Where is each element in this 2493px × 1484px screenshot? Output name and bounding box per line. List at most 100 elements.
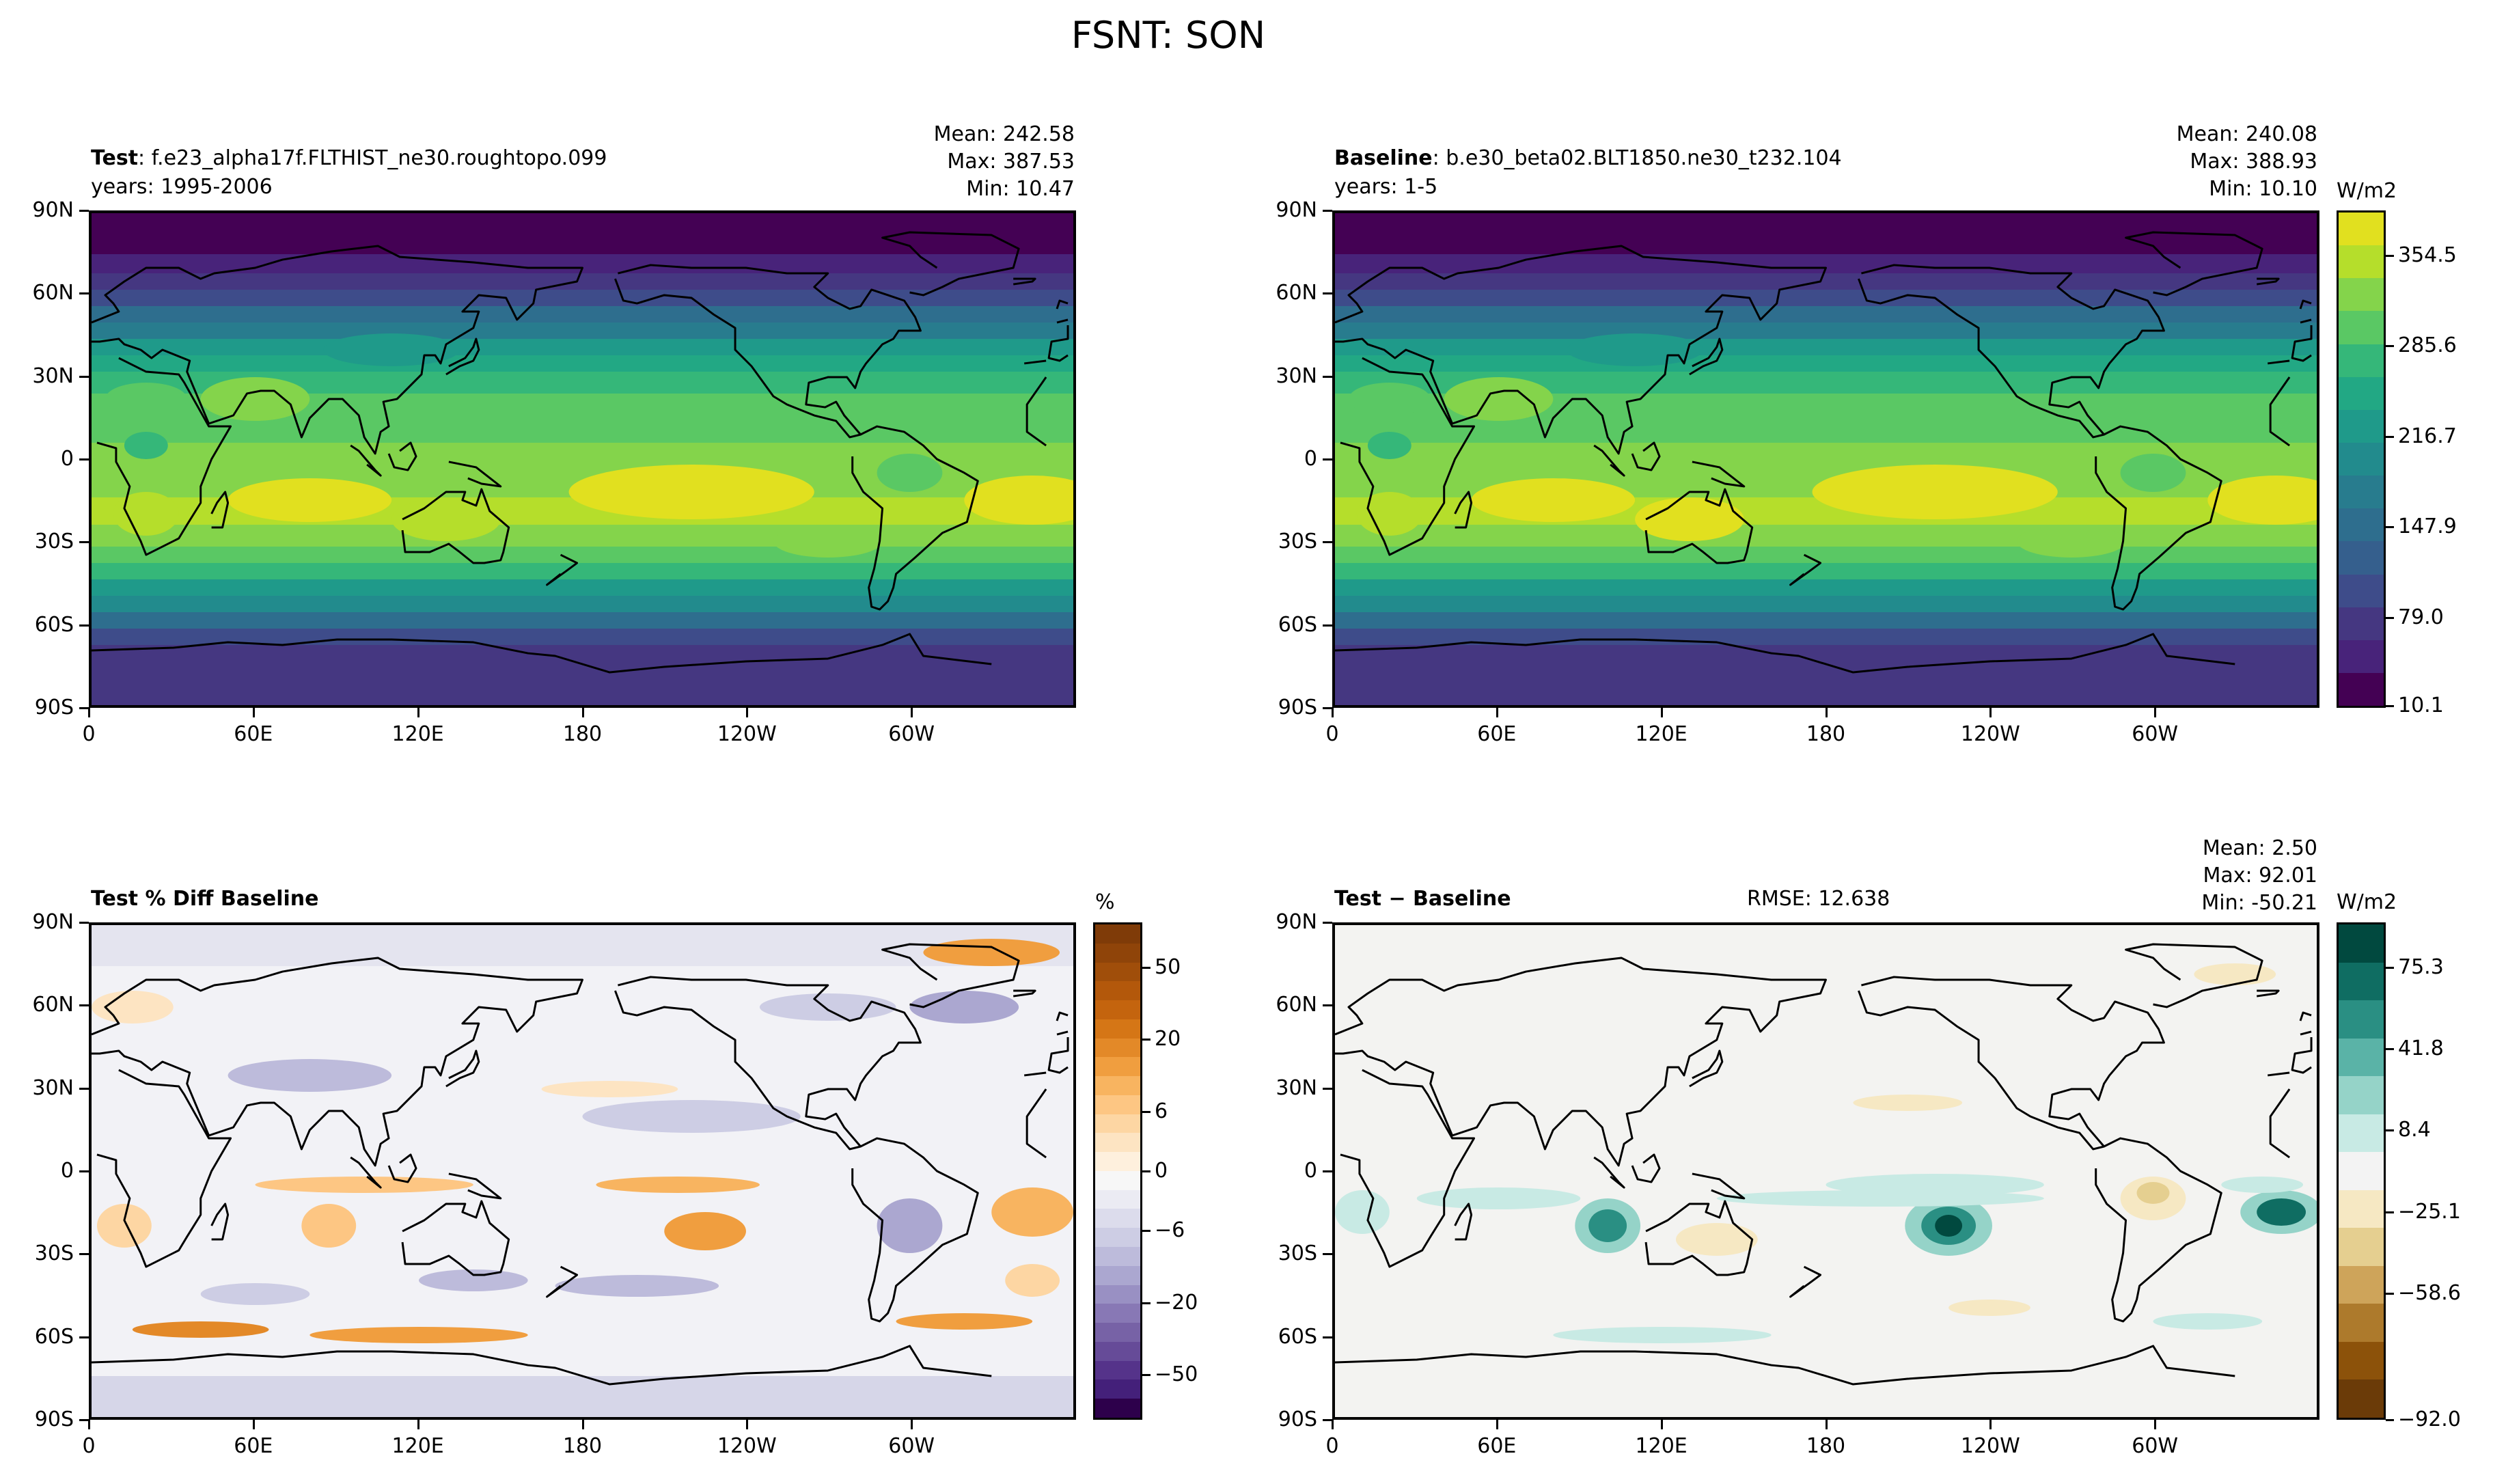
negative-diff-region xyxy=(582,1100,801,1133)
desert-region xyxy=(200,377,310,421)
coastline xyxy=(2291,325,2313,362)
lon-tick-mark xyxy=(252,1420,255,1429)
pct-colorbar-band xyxy=(1095,1038,1140,1058)
coastline xyxy=(1013,277,1036,286)
bright-cloudfree-region xyxy=(1471,478,1636,522)
flux-band xyxy=(92,273,1073,290)
baseline-map xyxy=(1332,210,2319,708)
flux-band xyxy=(1335,290,2317,306)
cloudy-region xyxy=(1567,333,1703,366)
coastline xyxy=(2125,231,2263,297)
bright-cloudfree-region xyxy=(1356,492,1422,536)
diff-colorbar-band xyxy=(2339,1265,2384,1304)
pctdiff-title-bold: Test % Diff Baseline xyxy=(91,887,319,911)
diff-colorbar-tick-mark xyxy=(2386,966,2394,969)
lon-tick-mark xyxy=(88,1420,90,1429)
lon-tick-label: 60W xyxy=(888,1434,935,1458)
lat-tick-mark xyxy=(1323,1004,1332,1007)
bright-cloudfree-region xyxy=(228,478,392,522)
test-map xyxy=(89,210,1076,708)
diff-colorbar-tick-mark xyxy=(2386,1047,2394,1050)
coastline xyxy=(881,943,1020,1008)
pct-colorbar-tick-mark xyxy=(1142,1230,1151,1233)
pct-colorbar-band xyxy=(1095,1152,1140,1171)
coastline xyxy=(2095,1137,2222,1323)
diff-colorbar-tick-label: 75.3 xyxy=(2398,954,2444,979)
coastline xyxy=(1789,553,1822,586)
pct-colorbar-band xyxy=(1095,981,1140,1001)
pct-colorbar-band xyxy=(1095,1341,1140,1361)
pct-colorbar-tick-label: 20 xyxy=(1155,1027,1181,1052)
pct-colorbar-tick-label: −50 xyxy=(1155,1362,1198,1387)
map-baseline-field xyxy=(1335,213,2317,705)
coastline xyxy=(1056,1011,1069,1021)
top-colorbar-band xyxy=(2339,344,2384,377)
lon-tick-label: 180 xyxy=(1806,722,1846,746)
positive-diff-region xyxy=(309,1327,528,1343)
test-title-case: : f.e23_alpha17f.FLTHIST_ne30.roughtopo.… xyxy=(138,146,607,170)
lat-tick-mark xyxy=(1323,458,1332,461)
lat-tick-label: 90S xyxy=(34,1407,74,1431)
top-colorbar-tick-label: 285.6 xyxy=(2398,333,2457,358)
lat-tick-mark xyxy=(79,1087,89,1090)
diff-colorbar-tick-label: −58.6 xyxy=(2398,1281,2461,1306)
cloudy-region xyxy=(124,432,168,459)
lon-tick-label: 120W xyxy=(717,722,777,746)
positive-diff-region xyxy=(1416,1187,1581,1209)
lat-tick-label: 60N xyxy=(32,993,74,1017)
lat-tick-label: 30N xyxy=(32,1075,74,1100)
top-colorbar-tick-mark xyxy=(2386,254,2394,257)
diff-colorbar-tick-label: −25.1 xyxy=(2398,1199,2461,1224)
top-colorbar-band xyxy=(2339,278,2384,312)
lon-tick-mark xyxy=(1496,708,1498,717)
top-colorbar-band xyxy=(2339,311,2384,344)
pct-colorbar-band xyxy=(1095,943,1140,963)
flux-band xyxy=(92,525,1073,547)
coastline xyxy=(92,633,992,674)
flux-band xyxy=(1335,306,2317,322)
pct-colorbar-tick-label: 6 xyxy=(1155,1099,1168,1123)
positive-diff-region xyxy=(96,1204,152,1248)
lon-tick-label: 180 xyxy=(562,1434,603,1458)
positive-diff-region xyxy=(664,1212,746,1250)
cloudy-region xyxy=(2120,454,2186,492)
flux-band xyxy=(1335,629,2317,645)
lon-tick-label: 120W xyxy=(1960,722,2020,746)
lat-tick-mark xyxy=(1323,1087,1332,1090)
figure-title: FSNT: SON xyxy=(1071,14,1266,57)
pct-colorbar-band xyxy=(1095,1000,1140,1019)
coastline xyxy=(1024,359,1047,365)
flux-band xyxy=(1335,355,2317,372)
coastline xyxy=(350,444,382,477)
diff-panel-title: Test − Baseline xyxy=(1334,885,1511,913)
coastline xyxy=(210,1203,230,1241)
coastline xyxy=(881,231,1020,297)
coastline xyxy=(1789,1265,1822,1298)
diff-colorbar-band xyxy=(2339,1114,2384,1153)
bright-cloudfree-region xyxy=(568,465,814,519)
lon-tick-label: 60W xyxy=(2132,1434,2179,1458)
lon-tick-label: 180 xyxy=(1806,1434,1846,1458)
lat-tick-mark xyxy=(79,922,89,924)
lat-tick-mark xyxy=(79,375,89,378)
lat-tick-label: 60S xyxy=(1278,612,1317,637)
pct-colorbar-band xyxy=(1095,1284,1140,1304)
negative-diff-region xyxy=(555,1275,719,1297)
positive-diff-region xyxy=(1005,1264,1060,1297)
cloudy-region xyxy=(877,454,943,492)
diff-rmse: RMSE: 12.638 xyxy=(1747,887,1890,911)
map-diff-field xyxy=(1335,925,2317,1417)
top-colorbar-band xyxy=(2339,640,2384,673)
top-colorbar-tick-label: 354.5 xyxy=(2398,243,2457,267)
lon-tick-mark xyxy=(746,708,749,717)
lon-tick-mark xyxy=(2154,1420,2157,1429)
lat-tick-label: 90S xyxy=(1278,696,1317,719)
lat-tick-mark xyxy=(1323,375,1332,378)
background-field xyxy=(1335,925,2317,1417)
coastline xyxy=(1025,1088,1047,1159)
flux-band xyxy=(92,306,1073,322)
stratocumulus-region xyxy=(773,525,883,558)
lon-tick-mark xyxy=(746,1420,749,1429)
diff-colorbar-band xyxy=(2339,924,2384,963)
pct-colorbar-band xyxy=(1095,1304,1140,1323)
